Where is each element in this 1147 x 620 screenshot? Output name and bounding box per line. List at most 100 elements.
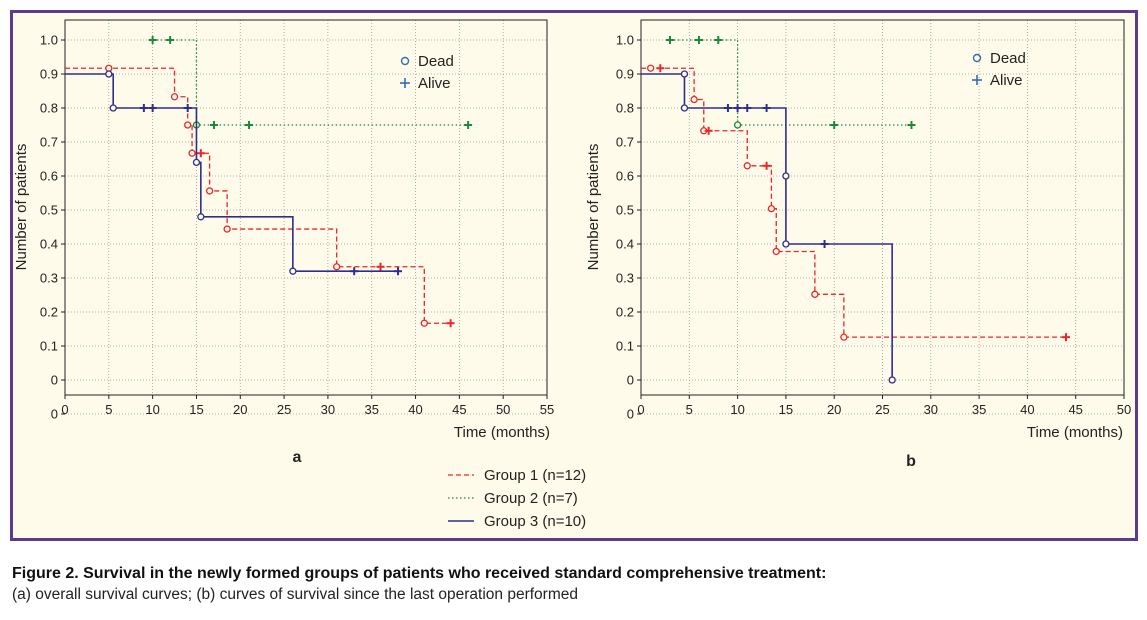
x-tick-label: 50	[1117, 402, 1131, 417]
y-tick-label: 1.0	[616, 33, 634, 48]
dead-marker	[690, 95, 698, 104]
y-axis-label: Number of patients	[585, 144, 602, 271]
y-tick-label: 0.5	[40, 203, 58, 218]
y-tick-label: 0.1	[40, 339, 58, 354]
y-tick-label: 0.3	[616, 271, 634, 286]
dead-marker	[782, 240, 790, 248]
x-tick-label: 0	[637, 402, 644, 417]
y-tick-label: 1.0	[40, 33, 58, 48]
survival-step-line	[65, 67, 451, 324]
panel-letter: b	[906, 453, 916, 470]
series-group-3-n-10-	[641, 70, 896, 384]
x-tick-label: 10	[730, 402, 744, 417]
axes-box	[64, 19, 548, 396]
survival-step-line	[65, 73, 399, 272]
dead-marker	[170, 93, 179, 101]
series-group-3-n-10-	[65, 70, 403, 276]
legend-dead-symbol	[400, 56, 410, 66]
y-tick-label: 0.9	[616, 67, 634, 82]
legend-dead-symbol	[972, 53, 982, 63]
y-tick-label: 0.9	[40, 67, 58, 82]
legend-group-label: Group 2 (n=7)	[484, 490, 578, 507]
x-tick-label: 45	[1068, 402, 1082, 417]
y-tick-label: 0.6	[40, 169, 58, 184]
survival-step-line	[641, 73, 893, 380]
dead-marker	[109, 104, 117, 112]
legend-group-label: Group 3 (n=10)	[484, 513, 586, 530]
dead-marker	[840, 333, 848, 341]
dead-marker	[205, 187, 214, 195]
y-tick-label: 0	[627, 407, 634, 422]
x-tick-label: 0	[61, 402, 68, 417]
dead-marker	[888, 376, 896, 384]
y-tick-label: 0.8	[40, 101, 58, 116]
x-tick-label: 10	[145, 402, 159, 417]
dead-marker	[772, 247, 780, 256]
dead-marker	[184, 121, 192, 129]
group-legend: Group 1 (n=12) Group 2 (n=7) Group 3 (n=10…	[448, 467, 586, 530]
y-tick-label: 0.3	[40, 271, 58, 286]
marker-legend-label: Dead	[418, 53, 454, 70]
x-tick-label: 35	[972, 402, 986, 417]
dead-marker	[647, 64, 655, 72]
y-tick-label: 0	[627, 373, 634, 388]
marker-legend: Dead Alive	[400, 53, 454, 92]
caption-title: Figure 2. Survival in the newly formed g…	[12, 565, 827, 582]
y-tick-label: 0.2	[40, 305, 58, 320]
y-tick-label: 0.6	[616, 169, 634, 184]
y-axis-label: Number of patients	[13, 144, 30, 271]
x-tick-label: 5	[686, 402, 693, 417]
x-tick-label: 35	[364, 402, 378, 417]
y-tick-label: 0.7	[616, 135, 634, 150]
x-tick-label: 55	[540, 402, 554, 417]
dead-marker	[223, 225, 231, 233]
x-tick-label: 25	[875, 402, 889, 417]
series-group-1-n-12-	[65, 64, 455, 328]
marker-legend-label: Dead	[990, 50, 1026, 67]
y-tick-label: 0.4	[616, 237, 634, 252]
y-tick-label: 0.7	[40, 135, 58, 150]
y-tick-label: 0.2	[616, 305, 634, 320]
dead-marker	[188, 149, 196, 157]
survival-step-line	[641, 67, 1067, 338]
y-tick-label: 0	[51, 373, 58, 388]
x-tick-label: 40	[408, 402, 422, 417]
dead-marker	[192, 158, 201, 167]
dead-marker	[680, 104, 689, 112]
series-group-2-n-7-	[148, 36, 473, 129]
dead-marker	[680, 70, 689, 78]
legend-group-label: Group 1 (n=12)	[484, 467, 586, 484]
panel-a: 000.10.20.30.40.50.60.70.80.91.00 5 10 15 20…	[13, 19, 554, 466]
dead-marker	[743, 162, 751, 170]
axes-box	[640, 19, 1125, 396]
dead-marker	[811, 290, 819, 298]
x-tick-label: 30	[321, 402, 335, 417]
x-tick-label: 15	[779, 402, 793, 417]
y-tick-label: 0.8	[616, 101, 634, 116]
x-axis-label: Time (months)	[454, 424, 550, 441]
series-group-2-n-7-	[665, 36, 916, 129]
dead-marker	[105, 64, 113, 72]
dead-marker	[733, 121, 742, 129]
figure-caption: Figure 2. Survival in the newly formed g…	[12, 565, 1132, 604]
marker-legend-label: Alive	[990, 72, 1023, 89]
x-tick-label: 40	[1020, 402, 1034, 417]
y-tick-label: 0	[51, 407, 58, 422]
x-tick-label: 20	[827, 402, 841, 417]
dead-marker	[767, 204, 776, 213]
x-tick-label: 20	[233, 402, 247, 417]
x-tick-label: 15	[189, 402, 203, 417]
x-tick-label: 25	[277, 402, 291, 417]
panel-b: 000.10.20.30.40.50.60.70.80.91.00 5 10 15 20…	[585, 19, 1131, 470]
marker-legend: Dead Alive	[972, 50, 1026, 89]
survival-step-line	[669, 39, 912, 126]
marker-legend-label: Alive	[418, 75, 451, 92]
caption-text: (a) overall survival curves; (b) curves …	[12, 586, 578, 603]
survival-step-line	[152, 39, 469, 126]
dead-marker	[289, 267, 297, 275]
x-tick-label: 45	[452, 402, 466, 417]
panel-letter: a	[293, 449, 302, 466]
dead-marker	[197, 213, 205, 221]
figure-svg: 000.10.20.30.40.50.60.70.80.91.00 5 10 15 20…	[13, 19, 1131, 530]
x-tick-label: 30	[924, 402, 938, 417]
